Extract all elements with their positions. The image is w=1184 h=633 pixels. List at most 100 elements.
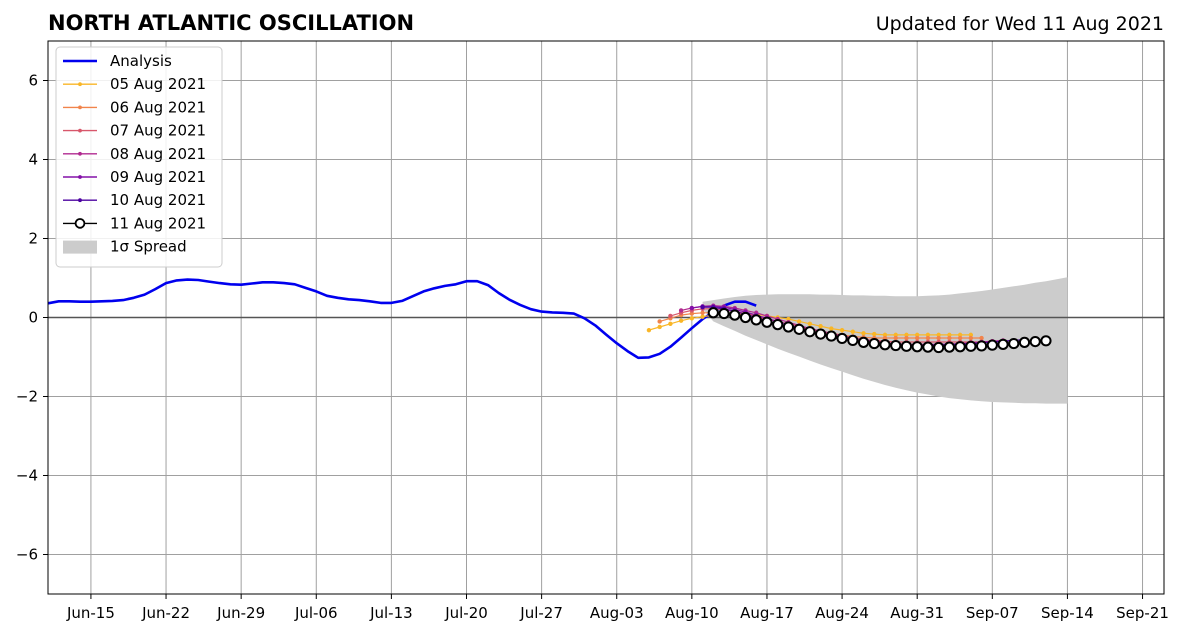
forecast-point [718,307,730,320]
y-tick-label: −6 [16,546,38,564]
forecast-point [772,319,784,331]
forecast-point [804,326,816,338]
forecast-point [1008,337,1020,350]
forecast-point [890,339,902,352]
y-tick-label: 4 [28,151,38,169]
forecast-point [668,321,673,327]
forecast-point [678,308,684,313]
forecast-point [943,341,955,353]
chart-title: NORTH ATLANTIC OSCILLATION [48,11,414,35]
forecast-point [922,341,934,353]
x-tick-label: Aug-31 [890,604,944,622]
forecast-point [954,341,966,353]
forecast-point [839,327,845,333]
x-tick-label: Jul-06 [294,604,338,622]
forecast-point [933,341,945,354]
forecast-point [689,305,695,311]
forecast-point [936,335,941,341]
legend: Analysis 05 Aug 2021 06 Aug 2021 07 Aug 202… [55,46,223,268]
legend-item: 06 Aug 2021 [63,98,206,116]
forecast-point [957,335,963,341]
axis-ticks: Jun-15 Jun-22 Jun-29 Jul-06 Jul-13 Jul-20 Jul-… [16,72,1169,623]
forecast-point [868,337,880,350]
legend-label: 08 Aug 2021 [110,145,206,163]
x-tick-label: Jul-20 [444,604,488,622]
forecast-point [657,319,662,324]
legend-item: Analysis [63,52,172,70]
legend-item: 11 Aug 2021 [63,214,206,232]
forecast-point [750,314,762,326]
legend-label: 05 Aug 2021 [110,75,206,93]
forecast-point [657,324,662,330]
forecast-point [729,309,741,321]
x-tick-label: Jun-22 [141,604,190,622]
x-tick-label: Jul-27 [519,604,563,622]
forecast-point [968,335,974,341]
y-tick-label: −4 [16,467,38,485]
legend-label: 11 Aug 2021 [110,214,206,232]
forecast-point [857,336,870,348]
series [47,278,1052,360]
forecast-point [818,323,823,329]
x-tick-label: Jul-13 [369,604,413,622]
forecast-point [689,316,695,321]
legend-marker [78,151,82,156]
forecast-point [825,330,837,342]
legend-label: 07 Aug 2021 [110,122,206,140]
forecast-point [947,335,952,341]
forecast-point [807,321,813,327]
forecast-point [668,313,673,319]
forecast-point [1018,336,1031,348]
forecast-point [700,314,705,319]
legend-item: 07 Aug 2021 [63,122,206,140]
legend-item: 09 Aug 2021 [63,168,206,186]
forecast-point [782,321,795,333]
forecast-point [975,340,988,352]
y-tick-label: −2 [16,388,38,406]
x-tick-label: Jun-15 [66,604,115,622]
legend-label: 1σ Spread [110,238,187,256]
forecast-point [965,340,977,352]
legend-item: 05 Aug 2021 [63,75,206,93]
forecast-point [700,310,705,315]
forecast-point [678,318,684,323]
forecast-point [796,319,802,324]
forecast-point [979,335,984,341]
legend-label: 06 Aug 2021 [110,98,206,116]
x-tick-label: Sep-14 [1041,604,1094,622]
forecast-point [850,329,856,334]
legend-item: 08 Aug 2021 [63,145,206,163]
forecast-point [893,335,898,341]
forecast-point [904,335,909,341]
forecast-point [847,334,859,347]
legend-marker [78,198,82,203]
legend-marker [74,218,86,229]
legend-swatch [63,240,97,254]
forecast-point [1029,335,1041,348]
forecast-point [793,323,805,335]
forecast-series [707,307,1052,354]
legend-label: 09 Aug 2021 [110,168,206,186]
legend-marker [78,82,82,87]
forecast-point [707,307,719,319]
legend-label: Analysis [110,52,172,70]
x-tick-label: Aug-10 [665,604,719,622]
y-tick-label: 2 [28,230,38,248]
forecast-point [1040,335,1052,347]
forecast-point [986,339,998,351]
forecast-point [872,331,877,337]
forecast-point [914,335,920,341]
forecast-point [829,326,834,331]
forecast-point [739,311,752,324]
forecast-point [879,339,891,351]
y-tick-label: 6 [28,72,38,90]
forecast-point [761,316,773,328]
forecast-point [925,335,931,341]
x-tick-label: Aug-24 [815,604,869,622]
x-tick-label: Aug-17 [740,604,794,622]
forecast-point [861,331,866,336]
forecast-point [700,305,705,310]
legend-item: 1σ Spread [63,238,187,256]
forecast-point [815,328,827,340]
